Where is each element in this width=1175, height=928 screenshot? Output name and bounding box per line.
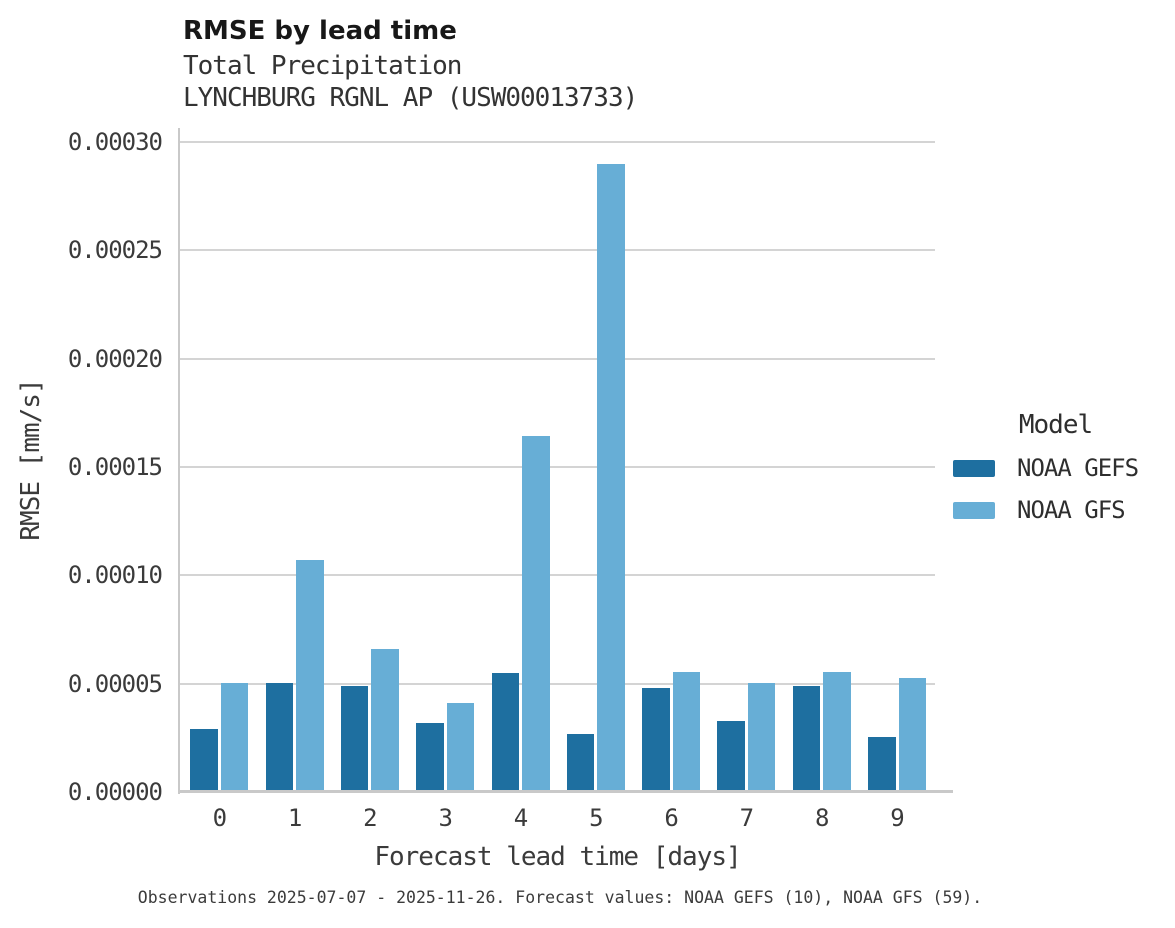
- bar-noaa-gfs-lead-2: [371, 649, 399, 792]
- bar-noaa-gefs-lead-6: [642, 688, 670, 792]
- y-tick-label: 0.00005: [67, 669, 163, 698]
- legend-entry-noaa-gfs: NOAA GFS: [953, 496, 1158, 524]
- bar-noaa-gefs-lead-9: [868, 737, 896, 792]
- y-tick-label: 0.00020: [67, 344, 163, 373]
- bar-noaa-gfs-lead-8: [823, 672, 851, 792]
- bar-noaa-gefs-lead-3: [416, 723, 444, 792]
- legend-title: Model: [1018, 410, 1093, 440]
- bar-noaa-gefs-lead-5: [566, 734, 595, 792]
- bar-noaa-gefs-lead-0: [190, 729, 218, 792]
- bar-noaa-gefs-lead-7: [717, 721, 745, 792]
- x-axis-label: Forecast lead time [days]: [374, 842, 741, 872]
- bar-noaa-gefs-lead-2: [340, 686, 369, 792]
- legend-label-noaa-gefs: NOAA GEFS: [1017, 454, 1139, 482]
- y-axis-line: [178, 128, 180, 794]
- gridline: [180, 141, 935, 143]
- y-tick-label: 0.00000: [67, 778, 163, 806]
- legend: Model NOAA GEFS NOAA GFS: [953, 410, 1158, 538]
- chart-subtitle-variable: Total Precipitation: [183, 51, 462, 81]
- bar-noaa-gfs-lead-9: [898, 678, 926, 792]
- bar-noaa-gefs-lead-4: [491, 673, 519, 792]
- gridline: [180, 466, 935, 468]
- x-tick-label: 0: [212, 804, 227, 832]
- bar-noaa-gfs-lead-3: [446, 703, 475, 792]
- x-axis-line: [178, 790, 953, 793]
- legend-label-noaa-gfs: NOAA GFS: [1017, 496, 1126, 524]
- bar-noaa-gfs-lead-1: [296, 559, 324, 792]
- bar-noaa-gefs-lead-1: [265, 682, 294, 792]
- x-tick-label: 4: [513, 804, 528, 832]
- x-tick-label: 5: [589, 804, 603, 832]
- x-tick-label: 1: [287, 804, 302, 832]
- gridline: [180, 357, 935, 360]
- x-tick-label: 9: [890, 804, 904, 832]
- y-tick-label: 0.00010: [67, 561, 163, 590]
- gridline: [180, 574, 935, 577]
- chart-title: RMSE by lead time: [183, 16, 457, 46]
- gridline: [180, 249, 935, 252]
- legend-entry-noaa-gefs: NOAA GEFS: [953, 454, 1158, 482]
- bar-noaa-gfs-lead-6: [672, 672, 701, 792]
- bar-noaa-gfs-lead-4: [522, 435, 550, 792]
- plot-area: [180, 128, 935, 792]
- x-tick-label: 6: [664, 804, 678, 832]
- x-tick-label: 2: [363, 804, 377, 832]
- bar-noaa-gfs-lead-5: [597, 163, 625, 792]
- chart-caption: Observations 2025-07-07 - 2025-11-26. Fo…: [137, 888, 983, 907]
- x-tick-label: 3: [438, 804, 452, 832]
- y-tick-label: 0.00025: [67, 236, 163, 265]
- y-tick-label: 0.00030: [67, 128, 163, 156]
- bar-noaa-gfs-lead-7: [747, 682, 776, 792]
- bar-noaa-gfs-lead-0: [220, 682, 249, 792]
- x-tick-label: 7: [739, 804, 754, 832]
- bar-noaa-gefs-lead-8: [792, 686, 821, 792]
- legend-swatch-noaa-gefs-icon: [953, 459, 995, 477]
- legend-swatch-noaa-gfs-icon: [953, 501, 995, 519]
- y-tick-label: 0.00015: [67, 453, 163, 481]
- x-tick-label: 8: [814, 804, 829, 832]
- gridline: [180, 682, 935, 685]
- chart-subtitle-station: LYNCHBURG RGNL AP (USW00013733): [183, 83, 638, 113]
